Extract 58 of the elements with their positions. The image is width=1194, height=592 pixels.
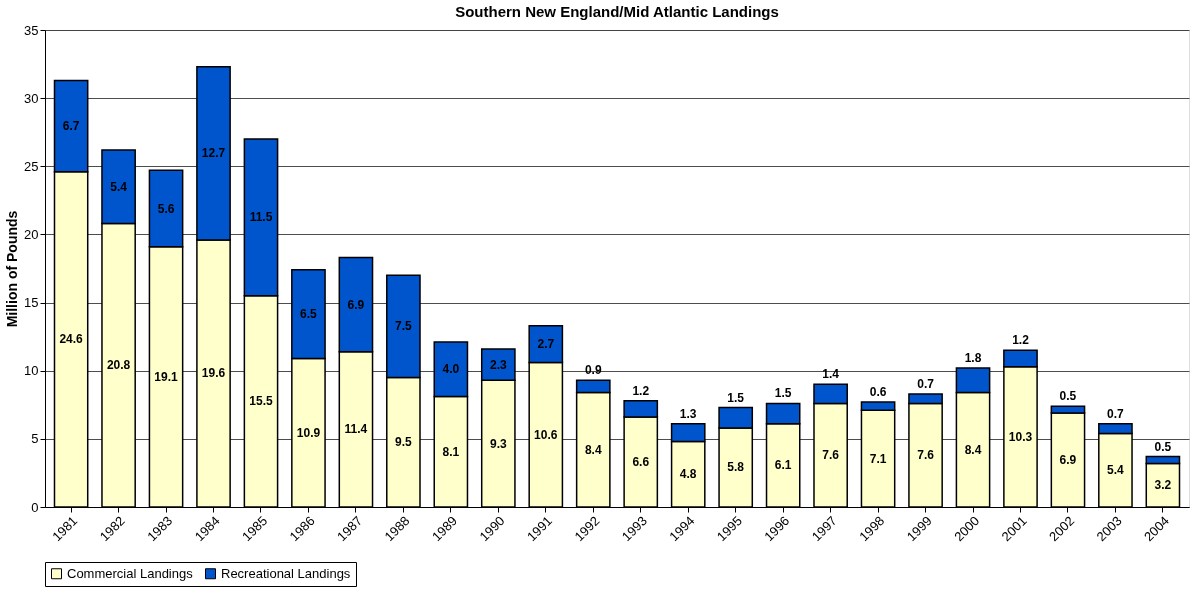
y-tick-label: 5 [31, 431, 39, 447]
data-label: 7.6 [917, 448, 935, 463]
data-label: 8.1 [442, 444, 460, 459]
data-label: 7.1 [869, 451, 887, 466]
data-label: 5.8 [727, 460, 745, 475]
data-label: 7.5 [395, 319, 413, 334]
data-label: 5.4 [110, 179, 128, 194]
chart-title: Southern New England/Mid Atlantic Landings [455, 3, 779, 20]
data-label: 0.6 [869, 385, 887, 400]
data-label: 11.5 [249, 210, 273, 225]
data-label: 6.9 [1059, 452, 1077, 467]
y-tick-label: 0 [31, 499, 39, 515]
data-label: 19.1 [154, 369, 179, 384]
data-label: 9.3 [489, 436, 507, 451]
data-label: 1.5 [727, 390, 745, 405]
data-label: 12.7 [201, 146, 226, 161]
data-label: 1.3 [679, 406, 697, 421]
legend-label: Commercial Landings [67, 565, 194, 581]
data-label: 0.5 [1059, 389, 1077, 404]
data-label: 2.7 [537, 337, 555, 352]
y-tick-label: 35 [24, 22, 39, 38]
data-label: 4.8 [679, 467, 697, 482]
y-tick-label: 10 [24, 363, 39, 379]
data-label: 19.6 [201, 366, 226, 381]
data-label: 6.5 [300, 307, 318, 322]
data-label: 6.1 [774, 458, 792, 473]
data-label: 7.6 [822, 448, 840, 463]
data-label: 1.2 [1012, 333, 1030, 348]
y-tick-label: 25 [24, 158, 39, 174]
data-label: 20.8 [106, 358, 131, 373]
data-label: 5.6 [157, 201, 175, 216]
data-label: 10.9 [296, 425, 321, 440]
data-label: 24.6 [59, 332, 84, 347]
data-label: 15.5 [249, 394, 273, 409]
data-label: 6.7 [62, 119, 80, 134]
y-axis-title: Million of Pounds [4, 210, 21, 328]
y-tick-label: 15 [24, 295, 39, 311]
data-label: 0.7 [1107, 406, 1125, 421]
legend-label: Recreational Landings [221, 565, 351, 581]
data-label: 8.4 [584, 442, 602, 457]
data-label: 1.5 [774, 386, 792, 401]
data-label: 4.0 [442, 362, 460, 377]
y-tick-label: 20 [24, 226, 39, 242]
data-label: 1.8 [964, 350, 982, 365]
data-label: 9.5 [395, 435, 413, 450]
data-label: 11.4 [344, 422, 368, 437]
data-label: 1.2 [632, 383, 650, 398]
y-tick-label: 30 [24, 90, 39, 106]
data-label: 2.3 [489, 357, 507, 372]
data-label: 5.4 [1107, 463, 1125, 478]
data-label: 10.3 [1008, 429, 1033, 444]
data-label: 6.9 [347, 297, 365, 312]
data-label: 0.7 [917, 376, 935, 391]
data-label: 10.6 [534, 427, 558, 442]
data-label: 0.5 [1154, 439, 1172, 454]
data-label: 8.4 [964, 442, 982, 457]
data-label: 3.2 [1154, 478, 1172, 493]
data-label: 6.6 [632, 455, 650, 470]
